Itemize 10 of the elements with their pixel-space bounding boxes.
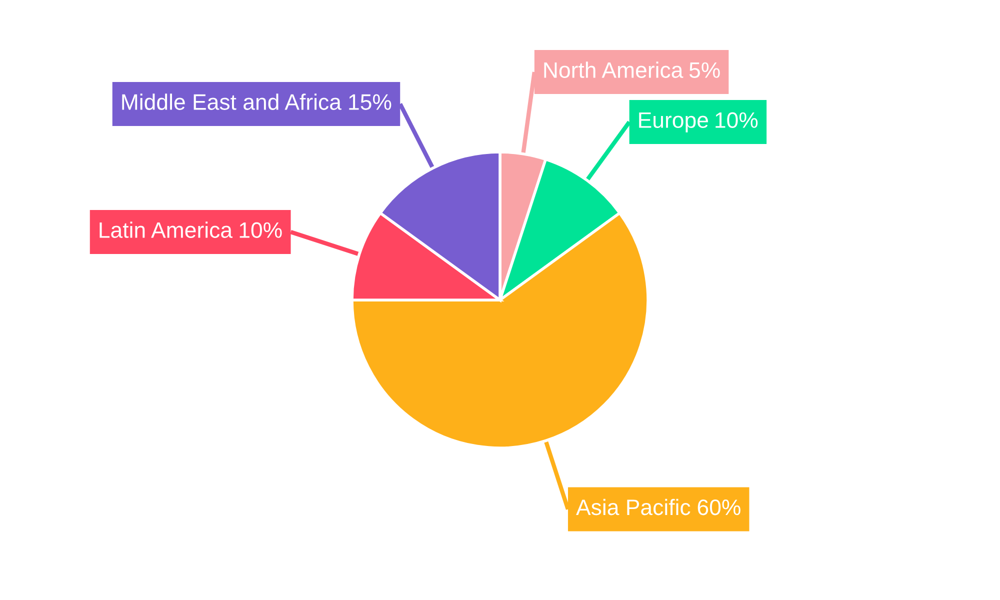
slice-label: Middle East and Africa [122, 94, 342, 110]
slice-label: Latin America [100, 222, 233, 238]
data-label: 15% [349, 94, 392, 110]
slice-label: Europe [639, 112, 708, 132]
slice-label: North America [544, 62, 684, 78]
data-label: 10% [240, 222, 282, 238]
data-label: 5% [689, 62, 720, 78]
slice-label: Asia Pacific [576, 498, 690, 516]
data-label: 10% [716, 112, 758, 128]
data-label: 60% [698, 499, 740, 516]
